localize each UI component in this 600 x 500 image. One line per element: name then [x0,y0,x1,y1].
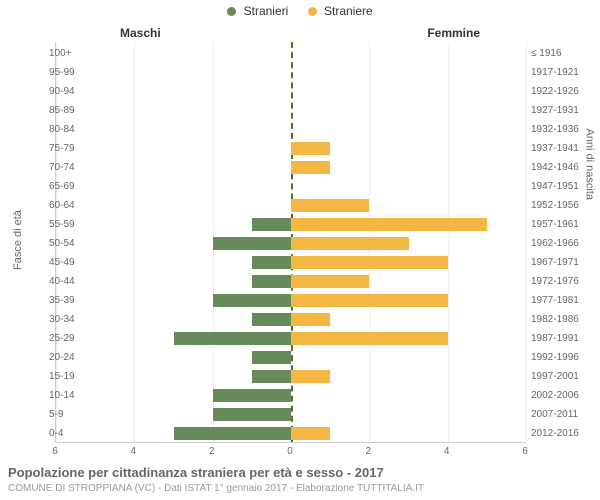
chart-subtitle: COMUNE DI STROPPIANA (VC) - Dati ISTAT 1… [8,483,424,494]
bar-female [291,161,330,174]
bar-female [291,199,369,212]
legend-label-male: Stranieri [244,4,289,18]
x-tick: 4 [131,446,137,457]
x-tick: 4 [444,446,450,457]
header-male: Maschi [120,26,161,40]
x-tick: 6 [522,446,528,457]
y-tick-right: 1987-1991 [531,334,579,344]
gridline [526,42,527,442]
y-axis-title-right: Anni di nascita [584,128,596,200]
y-tick-right: 1937-1941 [531,144,579,154]
bar-male [252,313,291,326]
y-tick-right: 1917-1921 [531,68,579,78]
y-tick-right: 1962-1966 [531,239,579,249]
legend-item-female: Straniere [308,4,373,18]
bar-female [291,142,330,155]
bar-male [252,256,291,269]
y-tick-right: 1977-1981 [531,296,579,306]
bar-female [291,427,330,440]
bar-male [252,218,291,231]
bar-male [252,275,291,288]
y-tick-right: 1992-1996 [531,353,579,363]
legend-swatch-female [308,7,317,16]
y-tick-right: 2012-2016 [531,429,579,439]
x-tick: 6 [52,446,58,457]
bar-male [213,408,291,421]
y-tick-right: 2007-2011 [531,410,578,420]
x-tick: 0 [287,446,293,457]
x-tick: 2 [366,446,372,457]
chart-title: Popolazione per cittadinanza straniera p… [8,465,384,480]
y-tick-right: 1957-1961 [531,220,579,230]
bar-male [213,294,291,307]
population-pyramid-chart: Stranieri Straniere Maschi Femmine Fasce… [0,0,600,500]
y-tick-right: 1947-1951 [531,182,579,192]
bar-female [291,313,330,326]
y-tick-right: 1982-1986 [531,315,579,325]
y-tick-right: 1942-1946 [531,163,579,173]
bar-male [213,237,291,250]
y-axis-title-left: Fasce di età [12,210,24,270]
legend-item-male: Stranieri [227,4,288,18]
plot-area [55,42,526,443]
y-tick-right: 1952-1956 [531,201,579,211]
bar-female [291,237,409,250]
header-female: Femmine [427,26,480,40]
bar-male [252,351,291,364]
bar-female [291,332,448,345]
gridline [134,42,135,442]
bar-female [291,370,330,383]
bar-male [174,427,292,440]
bar-female [291,275,369,288]
bar-female [291,218,487,231]
legend-label-female: Straniere [324,4,373,18]
y-tick-right: 1932-1936 [531,125,579,135]
gridline [448,42,449,442]
y-tick-right: 1922-1926 [531,87,579,97]
bar-female [291,294,448,307]
x-tick: 2 [209,446,215,457]
y-tick-right: 1972-1976 [531,277,579,287]
bar-male [174,332,292,345]
bar-male [213,389,291,402]
y-tick-right: ≤ 1916 [531,49,562,59]
y-tick-right: 2002-2006 [531,391,579,401]
y-tick-right: 1927-1931 [531,106,579,116]
y-tick-right: 1967-1971 [531,258,579,268]
bar-female [291,256,448,269]
y-tick-right: 1997-2001 [531,372,579,382]
legend-swatch-male [227,7,236,16]
bar-male [252,370,291,383]
legend: Stranieri Straniere [0,4,600,18]
